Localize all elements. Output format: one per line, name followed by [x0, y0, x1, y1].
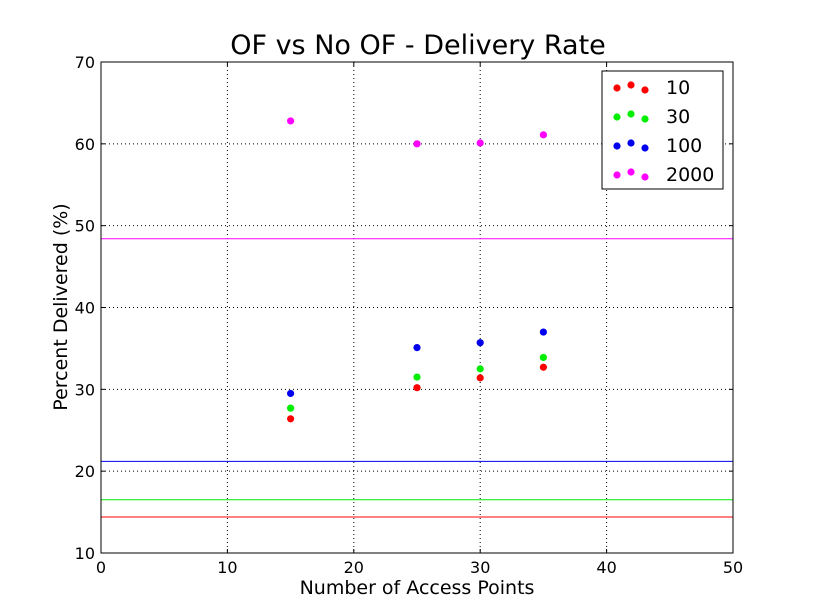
point-10-35: [539, 363, 548, 371]
point-100-15: [287, 389, 295, 398]
point-30-30: [476, 365, 484, 373]
y-axis-label: Percent Delivered (%): [50, 203, 72, 410]
baselines: [101, 238, 733, 518]
x-tick-label: 0: [96, 558, 106, 577]
x-tick-label: 30: [470, 558, 490, 577]
legend-marker: [627, 139, 635, 147]
x-tick-label: 20: [344, 558, 364, 577]
point-30-35: [539, 353, 548, 362]
point-100-35: [539, 328, 548, 336]
x-axis-label: Number of Access Points: [300, 577, 535, 599]
legend-marker: [613, 84, 621, 92]
legend: 10 30 100 2000: [601, 70, 724, 190]
data-points: [287, 117, 548, 423]
legend-box: [601, 70, 724, 190]
point-2000-25: [413, 140, 421, 148]
x-tick-label: 50: [723, 558, 743, 577]
point-100-25: [413, 343, 421, 352]
legend-entry-10: 10: [613, 77, 690, 99]
point-10-15: [287, 415, 295, 423]
legend-marker: [613, 171, 621, 179]
legend-marker: [641, 173, 649, 181]
x-tick-label: 40: [596, 558, 616, 577]
y-tick-label: 40: [75, 299, 95, 318]
legend-marker: [641, 144, 649, 152]
y-tick-label: 70: [75, 53, 95, 72]
chart-title: OF vs No OF - Delivery Rate: [230, 30, 606, 61]
legend-label: 100: [666, 135, 702, 157]
legend-marker: [641, 86, 649, 94]
legend-label: 2000: [666, 164, 714, 186]
legend-entry-2000: 2000: [613, 164, 714, 186]
legend-marker: [641, 115, 649, 123]
legend-entry-100: 100: [613, 135, 702, 157]
legend-marker: [613, 113, 621, 121]
x-tick-label: 10: [217, 558, 237, 577]
point-2000-30: [476, 139, 484, 147]
y-tick-label: 50: [75, 217, 95, 236]
legend-entry-30: 30: [613, 106, 690, 128]
point-2000-15: [287, 117, 295, 125]
point-2000-35: [539, 131, 548, 139]
point-100-30: [476, 339, 484, 347]
y-tick-label: 20: [75, 462, 95, 481]
y-tick-label: 10: [75, 544, 95, 563]
y-tick-label: 60: [75, 135, 95, 154]
point-10-25: [413, 384, 421, 392]
legend-marker: [613, 142, 621, 150]
legend-marker: [627, 110, 635, 118]
point-30-25: [413, 373, 421, 381]
legend-marker: [627, 168, 635, 176]
point-30-15: [287, 404, 295, 412]
legend-label: 10: [666, 77, 690, 99]
legend-label: 30: [666, 106, 690, 128]
point-10-30: [476, 374, 484, 382]
y-tick-label: 30: [75, 380, 95, 399]
legend-marker: [627, 81, 635, 89]
